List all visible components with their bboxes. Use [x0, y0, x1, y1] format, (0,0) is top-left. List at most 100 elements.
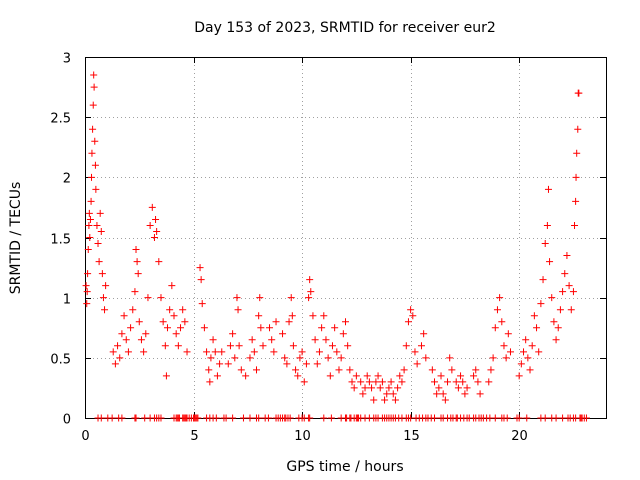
gridlines	[85, 57, 606, 418]
data-point	[91, 137, 99, 145]
data-point	[524, 354, 532, 362]
data-point	[85, 221, 93, 229]
data-point	[328, 342, 336, 350]
baseline-point	[255, 414, 263, 422]
data-point	[376, 384, 384, 392]
data-point	[88, 173, 96, 181]
data-point	[266, 324, 274, 332]
data-point	[142, 330, 150, 338]
data-point	[348, 378, 356, 386]
data-point	[235, 342, 243, 350]
data-point	[517, 360, 525, 368]
axis-ticks: 0 5 10 15 20 0 0.5 1 1.5 2 2.5 3	[50, 52, 606, 444]
data-point	[255, 312, 263, 320]
data-point	[144, 294, 152, 302]
data-point	[118, 330, 126, 338]
data-point	[496, 294, 504, 302]
data-point	[444, 378, 452, 386]
data-point	[90, 83, 98, 91]
data-point	[162, 372, 170, 380]
data-point	[181, 318, 189, 326]
data-point	[559, 288, 567, 296]
data-point	[133, 258, 141, 266]
data-point	[474, 378, 482, 386]
data-point	[472, 366, 480, 374]
data-point	[335, 366, 343, 374]
y-tick-label: 0.5	[50, 353, 71, 368]
baseline-point	[264, 414, 272, 422]
data-point	[97, 227, 105, 235]
data-point	[124, 348, 132, 356]
data-point	[544, 185, 552, 193]
data-point	[287, 294, 295, 302]
data-point	[86, 215, 94, 223]
x-tick-label: 5	[190, 429, 198, 444]
data-point	[439, 390, 447, 398]
data-point	[148, 203, 156, 211]
data-point	[546, 258, 554, 266]
data-point	[150, 234, 158, 241]
data-point	[396, 372, 404, 380]
data-point	[179, 306, 187, 314]
data-point	[485, 378, 493, 386]
data-point	[506, 348, 514, 356]
baseline-point	[320, 414, 328, 422]
baseline-point	[229, 414, 237, 422]
data-point	[90, 71, 98, 79]
data-point	[203, 348, 211, 356]
data-point	[346, 366, 354, 374]
data-point	[229, 330, 237, 338]
data-point	[127, 324, 135, 332]
data-point	[170, 312, 178, 320]
data-point	[84, 270, 92, 278]
data-point	[270, 348, 278, 356]
data-point	[407, 306, 415, 314]
data-point	[256, 294, 264, 302]
data-point	[298, 348, 306, 356]
data-point	[318, 324, 326, 332]
data-point	[448, 366, 456, 374]
baseline-point	[157, 414, 165, 422]
data-point	[206, 378, 214, 386]
data-point	[237, 366, 245, 374]
data-point	[452, 378, 460, 386]
data-point	[498, 318, 506, 326]
data-point	[196, 264, 204, 272]
data-point	[431, 378, 439, 386]
data-point	[242, 372, 250, 380]
data-point	[84, 246, 92, 254]
data-point	[89, 101, 97, 109]
data-points	[82, 71, 590, 422]
data-point	[131, 288, 139, 296]
data-point	[102, 282, 110, 290]
data-point	[320, 312, 328, 320]
data-point	[454, 384, 462, 392]
data-point	[216, 360, 224, 368]
data-point	[134, 270, 142, 278]
data-point	[116, 354, 124, 362]
data-point	[98, 270, 106, 278]
data-point	[205, 366, 213, 374]
baseline-point	[194, 414, 202, 422]
data-point	[218, 348, 226, 356]
data-point	[231, 354, 239, 362]
data-point	[309, 312, 317, 320]
data-point	[122, 336, 130, 344]
data-point	[166, 306, 174, 314]
y-tick-label: 2	[63, 172, 71, 187]
data-point	[342, 318, 349, 326]
baseline-point	[118, 414, 126, 422]
data-point	[92, 185, 100, 193]
baseline-point	[503, 414, 511, 422]
data-point	[374, 372, 382, 380]
y-axis-label: SRMTID / TECUs	[8, 182, 24, 295]
data-point	[457, 372, 465, 380]
data-point	[461, 390, 469, 398]
data-point	[530, 312, 538, 320]
data-point	[183, 348, 191, 356]
baseline-point	[97, 414, 105, 422]
data-point	[91, 161, 99, 169]
data-point	[285, 318, 293, 326]
data-point	[572, 197, 580, 205]
data-point	[565, 282, 573, 290]
